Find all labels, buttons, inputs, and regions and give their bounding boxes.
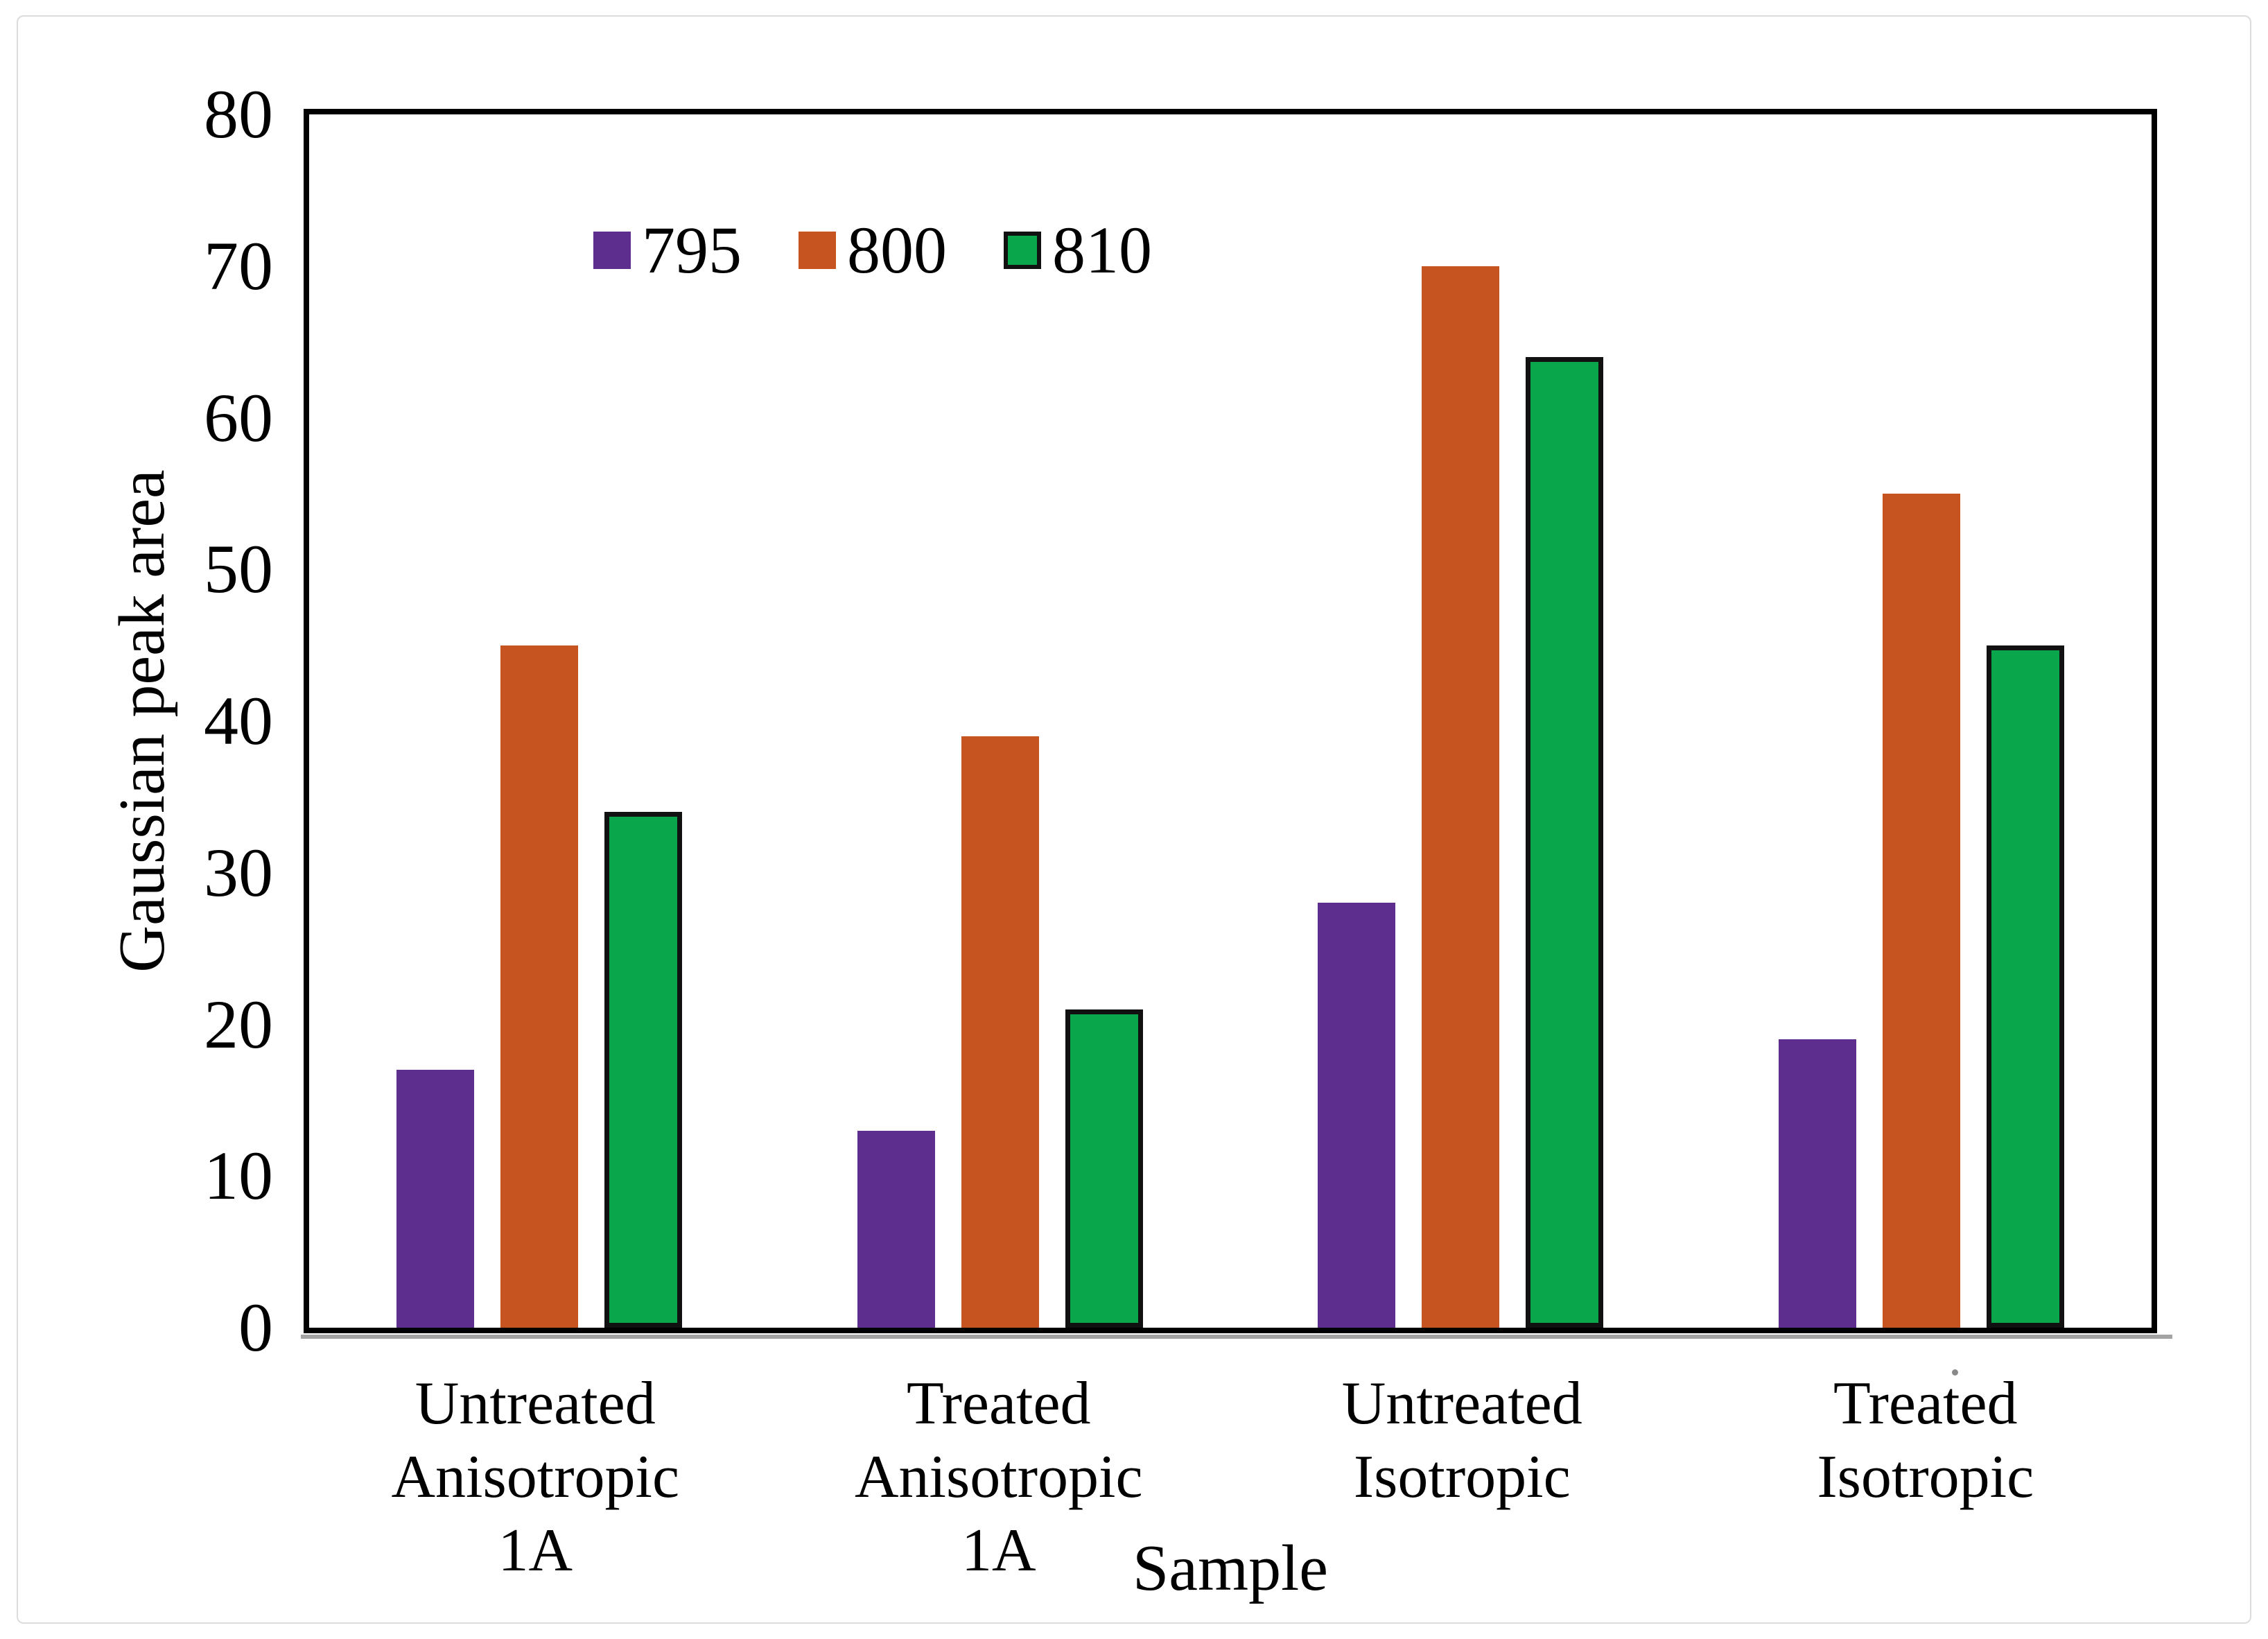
legend-label-810: 810: [1052, 213, 1152, 287]
bar-800-untreated-anisotropic-1a: [500, 645, 578, 1328]
bar-795-treated-isotropic: [1779, 1039, 1856, 1328]
bar-800-treated-anisotropic-1a: [961, 736, 1039, 1328]
y-tick-label-10: 10: [204, 1137, 273, 1215]
y-tick-label-0: 0: [238, 1289, 273, 1366]
x-axis-baseline-shadow: [301, 1335, 2172, 1339]
y-tick-label-70: 70: [204, 227, 273, 304]
y-axis-tick-labels: 0 10 20 30 40 50 60 70 80: [0, 76, 277, 1366]
y-tick-label-60: 60: [204, 379, 273, 456]
legend: 795 800 810: [593, 217, 1152, 284]
legend-swatch-810-icon: [1004, 232, 1041, 269]
bar-795-untreated-anisotropic-1a: [396, 1070, 474, 1328]
x-category-label-untreated-isotropic: Untreated Isotropic: [1341, 1370, 1582, 1511]
bar-800-untreated-isotropic: [1422, 266, 1499, 1328]
y-tick-label-30: 30: [204, 833, 273, 911]
legend-label-795: 795: [642, 213, 742, 287]
x-category-label-untreated-anisotropic-1a: Untreated Anisotropic 1A: [391, 1370, 680, 1584]
bar-800-treated-isotropic: [1883, 494, 1960, 1328]
legend-item-810: 810: [1004, 217, 1152, 284]
bar-795-treated-anisotropic-1a: [857, 1131, 935, 1328]
x-category-label-treated-isotropic: Treated Isotropic: [1817, 1370, 2034, 1511]
y-tick-label-40: 40: [204, 682, 273, 759]
bar-810-untreated-isotropic: [1526, 357, 1603, 1328]
legend-swatch-800-icon: [799, 232, 836, 269]
x-axis-category-labels: Untreated Anisotropic 1A Treated Anisotro…: [304, 1367, 2157, 1603]
bar-810-treated-isotropic: [1987, 645, 2064, 1328]
bar-810-untreated-anisotropic-1a: [604, 812, 682, 1328]
y-tick-label-20: 20: [204, 985, 273, 1063]
legend-label-800: 800: [847, 213, 947, 287]
legend-item-800: 800: [799, 217, 947, 284]
y-tick-label-50: 50: [204, 530, 273, 608]
x-category-label-treated-anisotropic-1a: Treated Anisotropic 1A: [854, 1370, 1143, 1584]
bars-container: [309, 114, 2152, 1328]
legend-swatch-795-icon: [593, 232, 631, 269]
x-axis-title: Sample: [1133, 1532, 1328, 1604]
speck-artifact: [1952, 1369, 1958, 1376]
bar-810-treated-anisotropic-1a: [1065, 1009, 1143, 1328]
plot-area: 795 800 810: [304, 109, 2157, 1333]
y-tick-label-80: 80: [204, 76, 273, 153]
legend-item-795: 795: [593, 217, 742, 284]
bar-795-untreated-isotropic: [1318, 903, 1395, 1328]
figure-border-frame: [17, 15, 2251, 1624]
